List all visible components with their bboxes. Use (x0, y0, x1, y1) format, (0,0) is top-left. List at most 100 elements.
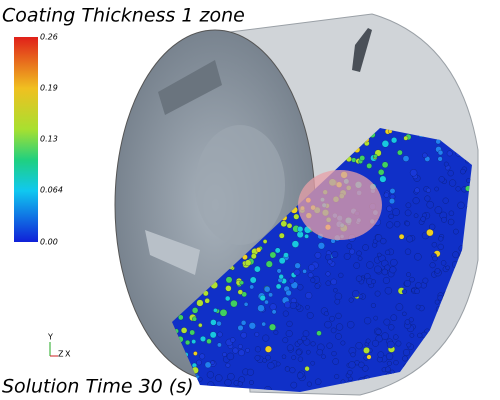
particle (306, 349, 311, 355)
particle (381, 332, 389, 340)
particle (199, 353, 206, 360)
particle (227, 373, 235, 381)
particle (437, 156, 443, 162)
particle (352, 290, 360, 298)
particle (213, 308, 218, 313)
particle (357, 256, 363, 261)
particle (457, 201, 465, 209)
particle (340, 340, 346, 346)
particle (297, 339, 303, 345)
particle (373, 315, 378, 321)
particle (293, 213, 300, 220)
particle (389, 188, 396, 194)
particle (325, 280, 331, 286)
particle (373, 154, 378, 159)
particle (419, 380, 426, 387)
particle (437, 243, 444, 250)
particle (388, 213, 394, 219)
particle (374, 265, 382, 274)
particle (297, 356, 303, 362)
particle (424, 195, 431, 202)
particle (364, 317, 372, 325)
particle (335, 312, 342, 319)
particle (422, 152, 428, 159)
particle (421, 364, 429, 372)
particle (204, 298, 210, 304)
particle (331, 351, 337, 357)
particle (445, 396, 452, 400)
particle (237, 289, 243, 295)
particle (453, 228, 459, 235)
particle (273, 330, 279, 335)
particle (268, 393, 272, 397)
particle (230, 337, 236, 343)
particle (267, 362, 275, 370)
particle (257, 304, 265, 312)
particle (269, 323, 276, 331)
particle (445, 265, 450, 270)
particle (380, 238, 387, 245)
particle (417, 332, 423, 338)
particle (385, 366, 391, 373)
particle (429, 262, 436, 269)
particle (347, 321, 355, 329)
particle (386, 205, 393, 212)
particle (262, 358, 267, 363)
particle (403, 349, 410, 356)
particle (324, 320, 332, 329)
particle (420, 216, 426, 222)
particle (391, 137, 398, 144)
footer: Solution Time 30 (s) (2, 376, 194, 398)
particle (434, 299, 440, 305)
baffle (145, 230, 200, 275)
particle (446, 150, 453, 157)
particle (185, 339, 191, 346)
particle (401, 289, 407, 295)
particle (217, 342, 222, 348)
particle (406, 272, 411, 277)
particle (466, 336, 472, 343)
particle (381, 161, 389, 169)
particle (265, 260, 273, 268)
particle (327, 259, 333, 265)
particle (402, 393, 407, 398)
particle (424, 363, 430, 368)
particle (210, 360, 215, 365)
particle (459, 326, 465, 332)
particle (249, 284, 255, 290)
particle (375, 328, 382, 335)
triad-label: X (65, 350, 71, 359)
particle (276, 268, 282, 274)
particle (244, 259, 252, 267)
particle (442, 197, 449, 204)
particle (308, 264, 316, 272)
particle (232, 347, 239, 354)
particle (449, 179, 457, 187)
particle (225, 295, 231, 302)
particle (383, 192, 390, 198)
particle (333, 288, 338, 293)
particle (379, 175, 387, 183)
particle (278, 257, 286, 265)
particle (397, 149, 403, 156)
particle (293, 268, 301, 276)
particle (386, 221, 394, 229)
particle (207, 381, 215, 389)
colorbar-label: 0.13 (40, 135, 58, 144)
particle (282, 337, 289, 344)
particle (394, 221, 401, 228)
particle (402, 311, 407, 316)
particle (225, 276, 233, 284)
colorbar-label: 0.19 (40, 84, 58, 93)
particle (243, 302, 249, 307)
drum-hub (195, 125, 285, 245)
particle (409, 169, 418, 177)
particle (289, 367, 296, 374)
particle (316, 330, 322, 336)
particle (329, 315, 335, 322)
particle (230, 299, 238, 308)
particle (302, 330, 310, 337)
particle (414, 253, 422, 261)
colorbar-label: 0.26 (40, 33, 58, 42)
particle (403, 135, 409, 141)
